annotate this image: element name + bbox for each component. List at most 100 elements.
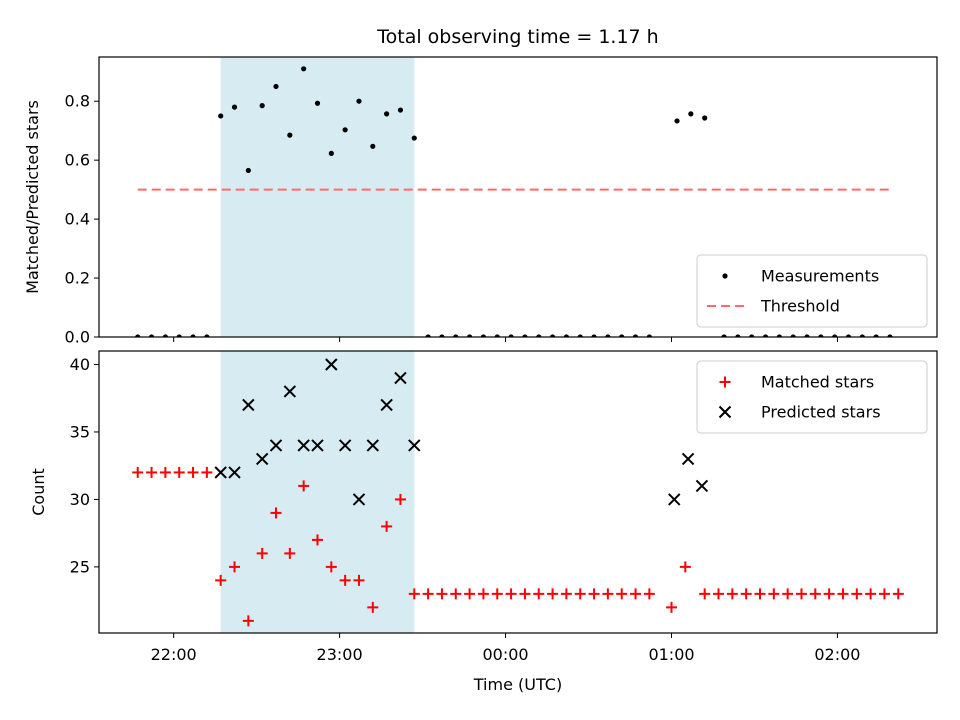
data-point-plus [298, 480, 310, 492]
data-point-dot [804, 334, 810, 337]
data-point-dot [259, 103, 265, 109]
data-point-plus [851, 588, 863, 600]
data-point-dot [301, 66, 307, 72]
axes-frame [98, 56, 938, 338]
data-point-dot [832, 334, 838, 337]
data-point-x [228, 466, 241, 479]
data-point-dot [508, 334, 514, 337]
data-point-dot [314, 100, 321, 106]
data-point-plus [643, 588, 655, 600]
data-point-x [408, 439, 421, 452]
data-point-dot [176, 334, 182, 337]
data-point-x [668, 493, 681, 506]
y-tick-label: 25 [70, 557, 90, 576]
legend: Matched stars Predicted stars [696, 360, 928, 434]
data-point-x [311, 439, 324, 452]
data-point-dot [762, 334, 769, 337]
data-point-x [283, 385, 297, 398]
y-tick-label: 30 [70, 490, 90, 509]
data-point-plus [754, 588, 766, 600]
data-point-dot [162, 334, 168, 337]
y-axis-label: Count [29, 468, 48, 516]
data-point-x [695, 479, 709, 493]
data-point-dot [605, 334, 611, 337]
data-point-plus [892, 588, 904, 600]
data-point-dot [190, 334, 196, 337]
data-point-plus [422, 588, 434, 600]
chart-title: Total observing time = 1.17 h [376, 26, 658, 48]
data-point-dot [632, 334, 639, 337]
data-point-dot [591, 334, 597, 337]
data-point-plus [270, 507, 282, 519]
data-point-plus [477, 588, 489, 600]
data-point-dot [439, 334, 445, 337]
data-point-x [242, 398, 255, 412]
data-point-dot [135, 334, 141, 337]
y-tick-label: 0.0 [65, 328, 90, 347]
y-tick-label: 0.2 [65, 269, 90, 288]
data-point-dot [790, 334, 796, 337]
data-point-plus [740, 588, 752, 600]
x-tick-label: 23:00 [317, 645, 363, 664]
data-point-dot [702, 115, 708, 121]
x-tick-label: 01:00 [648, 645, 694, 664]
data-point-dot [845, 334, 852, 337]
data-point-dot [287, 132, 293, 138]
data-point-plus [713, 588, 725, 600]
data-point-plus [201, 466, 213, 478]
y-tick-label: 0.4 [65, 210, 90, 229]
data-point-plus [284, 547, 296, 559]
data-point-plus [491, 588, 503, 600]
data-point-dot [397, 107, 404, 113]
data-point-dot [776, 334, 782, 337]
data-point-dot [453, 334, 459, 337]
data-point-x [297, 439, 310, 452]
data-point-plus [602, 588, 614, 600]
data-point-plus [229, 561, 241, 573]
data-point-plus [679, 561, 691, 573]
data-point-dot [480, 334, 487, 337]
data-point-x [366, 439, 380, 452]
data-point-plus [381, 520, 393, 532]
plot-area [135, 66, 893, 337]
legend-label: Predicted stars [761, 403, 881, 422]
data-point-x [681, 452, 695, 466]
data-point-plus [173, 466, 185, 478]
y-axis-label: Matched/Predicted stars [23, 100, 42, 294]
data-point-plus [450, 588, 462, 600]
shaded-region [220, 57, 415, 337]
y-tick-label: 0.8 [65, 92, 90, 111]
data-point-plus [665, 601, 677, 613]
data-point-plus [353, 574, 365, 586]
data-point-dot [148, 334, 155, 337]
data-point-dot [577, 334, 583, 337]
data-point-dot [411, 135, 417, 141]
data-point-plus [436, 588, 448, 600]
legend-label: Threshold [760, 297, 840, 316]
data-point-plus [505, 588, 517, 600]
data-point-plus [242, 615, 254, 627]
data-point-plus [768, 588, 780, 600]
data-point-x [255, 452, 269, 466]
data-point-x [214, 466, 227, 479]
data-point-dot [721, 334, 727, 337]
data-point-plus [588, 588, 600, 600]
x-tick-label: 22:00 [151, 645, 197, 664]
data-point-x [380, 398, 393, 412]
data-point-plus [394, 493, 406, 505]
data-point-plus [560, 588, 572, 600]
data-point-dot [619, 334, 625, 337]
data-point-dot [674, 118, 680, 124]
data-point-dot [749, 334, 755, 337]
data-point-x [325, 358, 338, 371]
data-point-plus [339, 574, 351, 586]
data-point-plus [159, 466, 171, 478]
data-point-dot [818, 334, 824, 337]
data-point-dot [873, 334, 879, 337]
data-point-dot [646, 334, 652, 337]
data-point-plus [837, 588, 849, 600]
data-point-dot [231, 104, 238, 110]
y-tick-label: 40 [70, 355, 90, 374]
data-point-x [352, 493, 366, 506]
data-point-plus [865, 588, 877, 600]
